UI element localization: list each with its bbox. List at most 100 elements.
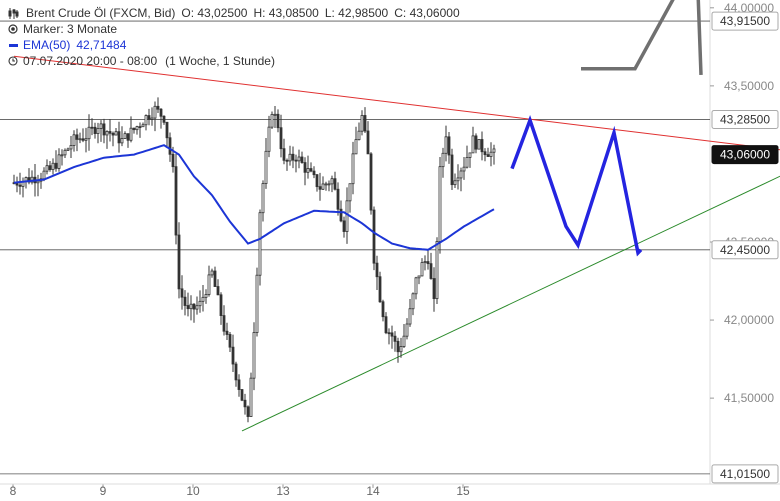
candle-body [363,115,367,132]
candle-body [228,334,232,348]
candle-body [444,136,448,154]
x-tick-label: 10 [186,484,200,498]
candle-body [237,379,241,390]
candle-body [399,346,403,353]
candle-body [63,149,67,156]
price-level-label: 42,45000 [720,243,770,257]
y-tick-label: 42,00000 [724,313,774,327]
price-level-label: 43,06000 [720,148,770,162]
candle-body [111,132,115,136]
candle-body [75,134,79,140]
candle-body [291,153,295,161]
candle-body [432,278,436,300]
candles [12,97,496,423]
candle-body [165,121,169,139]
candle-body [372,209,376,264]
candle-body [333,178,337,190]
candle-body [252,332,256,379]
legend-high: H: 43,08500 [253,6,319,20]
candle-body [168,137,172,155]
candle-body [378,276,382,303]
candle-body [201,296,205,302]
candle-body [435,241,439,300]
candle-body [492,148,496,153]
candle-body [222,315,226,332]
candle-body [408,308,412,325]
candle-body [57,154,61,169]
candle-body [36,180,40,184]
candle-body [324,183,328,186]
legend-close: C: 43,06000 [394,6,460,20]
candle-body [87,126,91,140]
candle-body [174,166,178,236]
candle-body [447,136,451,156]
candle-body [309,168,313,172]
axis-labels: 44,0000043,5000042,5000042,0000041,50000… [10,1,775,498]
candle-body [42,170,46,180]
candle-body [294,159,298,162]
candle-body [192,303,196,310]
candle-body [453,180,457,186]
candle-body [489,151,493,157]
candle-body [441,152,445,168]
candle-body [414,277,418,295]
candle-body [393,335,397,342]
forecast-zigzag [510,114,643,257]
legend-period: (1 Woche, 1 Stunde) [165,54,275,68]
legend-ema-value: 42,71484 [76,38,127,52]
ema-line [13,144,495,251]
candle-body [327,183,331,186]
candle-body [315,174,319,188]
candle-body [375,262,379,278]
candle-body [198,300,202,307]
candle-body [138,126,142,129]
candle-body [69,145,73,150]
legend-range-row: 07.07.2020 20:00 - 08:00 (1 Woche, 1 Stu… [6,53,466,69]
projection-line [581,0,703,75]
candle-body [60,154,64,157]
candle-body [471,135,475,154]
candle-body [213,270,217,287]
candle-body [117,131,121,144]
y-tick-label: 43,50000 [724,79,774,93]
candle-body [78,138,82,141]
candle-body [114,131,118,136]
candle-body [417,275,421,279]
candle-body [150,117,154,120]
candle-body [195,305,199,310]
candle-body [321,183,325,190]
candle-body [369,153,373,211]
candle-body [348,183,352,202]
candle-body [258,212,262,276]
resistance-trendline [13,55,780,151]
candle-body [72,134,76,146]
candle-body [339,208,343,222]
legend-date-range: 07.07.2020 20:00 - 08:00 [23,54,158,68]
price-level-badge [711,145,779,165]
candle-body [477,139,481,150]
candle-body [420,262,424,277]
candle-body [210,270,214,276]
candle-body [312,170,316,176]
candle-body [81,138,85,141]
candle-body [153,105,157,119]
x-tick-label: 14 [366,484,380,498]
candle-body [90,126,94,129]
candle-body [480,139,484,153]
candle-body [93,126,97,134]
candle-body [135,126,139,131]
candle-body [384,316,388,334]
price-level-badge [711,240,779,260]
candle-body [183,296,187,306]
legend-marker-row: Marker: 3 Monate [6,21,466,37]
candle-body [189,303,193,310]
candle-body [357,130,361,141]
candle-body [354,139,358,155]
candle-body [186,305,190,310]
price-badges: 43,91500 43,28500 43,06000 42,45000 41,01500 [711,11,779,484]
candle-body [48,165,52,170]
candle-body [246,406,250,417]
x-tick-label: 9 [100,484,107,498]
ema-layer [13,144,495,251]
